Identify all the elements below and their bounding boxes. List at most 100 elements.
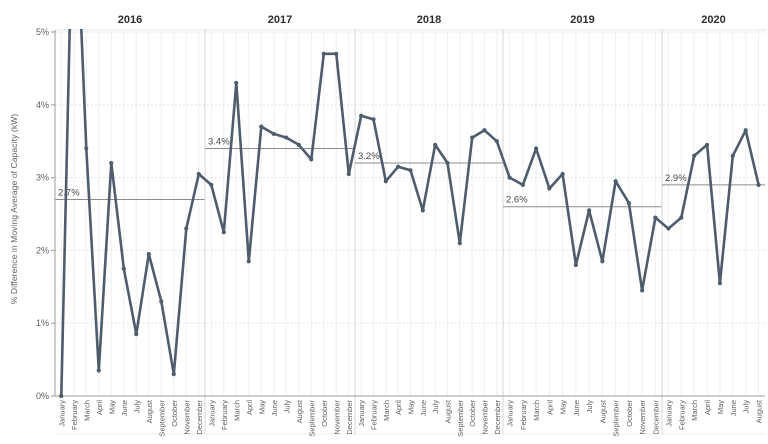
data-point-marker	[184, 226, 189, 231]
data-point-marker	[626, 200, 631, 206]
x-tick-label-month: October	[625, 400, 634, 427]
data-point-marker	[679, 215, 684, 220]
x-tick-label-month: January	[57, 400, 66, 427]
x-tick-label-month: February	[677, 400, 686, 430]
x-tick-label-month: November	[182, 400, 191, 435]
data-point-marker	[284, 135, 289, 140]
data-point-marker	[271, 131, 276, 137]
data-point-marker	[109, 160, 114, 166]
data-point-marker	[371, 117, 376, 122]
data-point-marker	[334, 51, 339, 56]
data-point-marker	[666, 226, 671, 231]
x-tick-label-month: April	[245, 400, 254, 415]
x-tick-label-month: March	[690, 400, 699, 421]
x-tick-label-month: March	[232, 400, 241, 421]
x-tick-label-month: February	[220, 400, 229, 430]
reference-line-label: 2.9%	[665, 173, 687, 184]
x-tick-label-month: June	[572, 400, 581, 416]
data-point-marker	[560, 171, 565, 177]
data-point-marker	[134, 332, 139, 337]
y-tick-label: 2%	[36, 245, 49, 255]
data-point-marker	[507, 175, 512, 180]
x-tick-label-month: July	[132, 400, 141, 414]
data-point-marker	[121, 266, 126, 271]
x-tick-label-month: August	[145, 399, 154, 423]
panel-year-label: 2020	[701, 14, 725, 26]
x-tick-label-month: May	[716, 400, 725, 414]
x-tick-label-month: March	[82, 400, 91, 421]
y-tick-label: 1%	[36, 318, 49, 328]
data-point-marker	[600, 259, 605, 264]
x-tick-label-month: November	[332, 400, 341, 435]
x-tick-label-month: August	[598, 399, 607, 423]
data-point-marker	[520, 182, 525, 187]
data-point-marker	[84, 146, 89, 151]
data-point-marker	[309, 157, 314, 162]
data-point-marker	[321, 51, 326, 56]
x-tick-label-month: July	[282, 400, 291, 414]
data-point-marker	[96, 368, 101, 373]
x-tick-label-month: December	[651, 400, 660, 435]
x-tick-label-month: December	[195, 400, 204, 435]
reference-line-label: 2.6%	[506, 195, 528, 206]
data-point-marker	[445, 160, 450, 166]
data-point-marker	[730, 153, 735, 158]
data-point-marker	[234, 80, 239, 86]
data-point-marker	[482, 128, 487, 133]
data-point-marker	[692, 153, 697, 158]
x-tick-label-month: October	[320, 400, 329, 427]
x-tick-label-month: January	[664, 400, 673, 427]
y-tick-label: 3%	[36, 173, 49, 183]
x-tick-label-month: May	[559, 400, 568, 414]
panel-year-label: 2018	[417, 14, 441, 26]
data-point-marker	[246, 259, 251, 264]
data-point-marker	[346, 171, 351, 177]
data-point-marker	[534, 146, 539, 151]
panel-year-label: 2016	[118, 14, 142, 26]
data-point-marker	[420, 208, 425, 213]
x-tick-label-month: November	[481, 400, 490, 435]
x-tick-label-month: January	[207, 400, 216, 427]
data-point-marker	[704, 142, 710, 147]
data-point-marker	[587, 208, 592, 213]
data-point-marker	[159, 299, 164, 304]
data-point-marker	[613, 179, 618, 184]
y-tick-label: 5%	[36, 27, 49, 37]
data-point-marker	[433, 142, 438, 147]
panel-year-label: 2017	[268, 14, 292, 26]
x-tick-label-month: January	[357, 400, 366, 427]
panel-year-label: 2019	[570, 14, 594, 26]
x-tick-label-month: June	[729, 400, 738, 416]
data-point-marker	[259, 124, 264, 129]
data-point-marker	[494, 139, 499, 144]
x-tick-label-month: May	[257, 400, 266, 414]
data-point-marker	[383, 179, 388, 184]
x-tick-label-month: June	[419, 400, 428, 416]
x-tick-label-month: June	[120, 400, 129, 416]
data-point-marker	[359, 113, 364, 118]
data-point-marker	[640, 288, 645, 293]
x-tick-label-month: September	[612, 399, 621, 436]
reference-line-label: 2.7%	[58, 187, 80, 198]
x-tick-label-month: July	[585, 400, 594, 414]
y-tick-label: 0%	[36, 391, 49, 401]
data-point-marker	[296, 142, 301, 147]
data-point-marker	[573, 262, 578, 268]
x-tick-label-month: August	[444, 399, 453, 423]
y-tick-label: 4%	[36, 100, 49, 110]
data-point-marker	[547, 186, 552, 191]
data-point-marker	[756, 182, 761, 187]
data-point-marker	[470, 135, 475, 140]
data-point-marker	[196, 171, 201, 177]
x-tick-label-month: July	[431, 400, 440, 414]
x-tick-label-month: April	[394, 400, 403, 415]
x-tick-label-month: August	[755, 399, 764, 423]
x-tick-label-month: February	[70, 400, 79, 430]
data-point-marker	[209, 182, 214, 187]
data-point-marker	[59, 393, 64, 399]
data-point-marker	[221, 230, 226, 235]
reference-line-label: 3.2%	[358, 151, 380, 162]
data-point-marker	[717, 281, 723, 286]
